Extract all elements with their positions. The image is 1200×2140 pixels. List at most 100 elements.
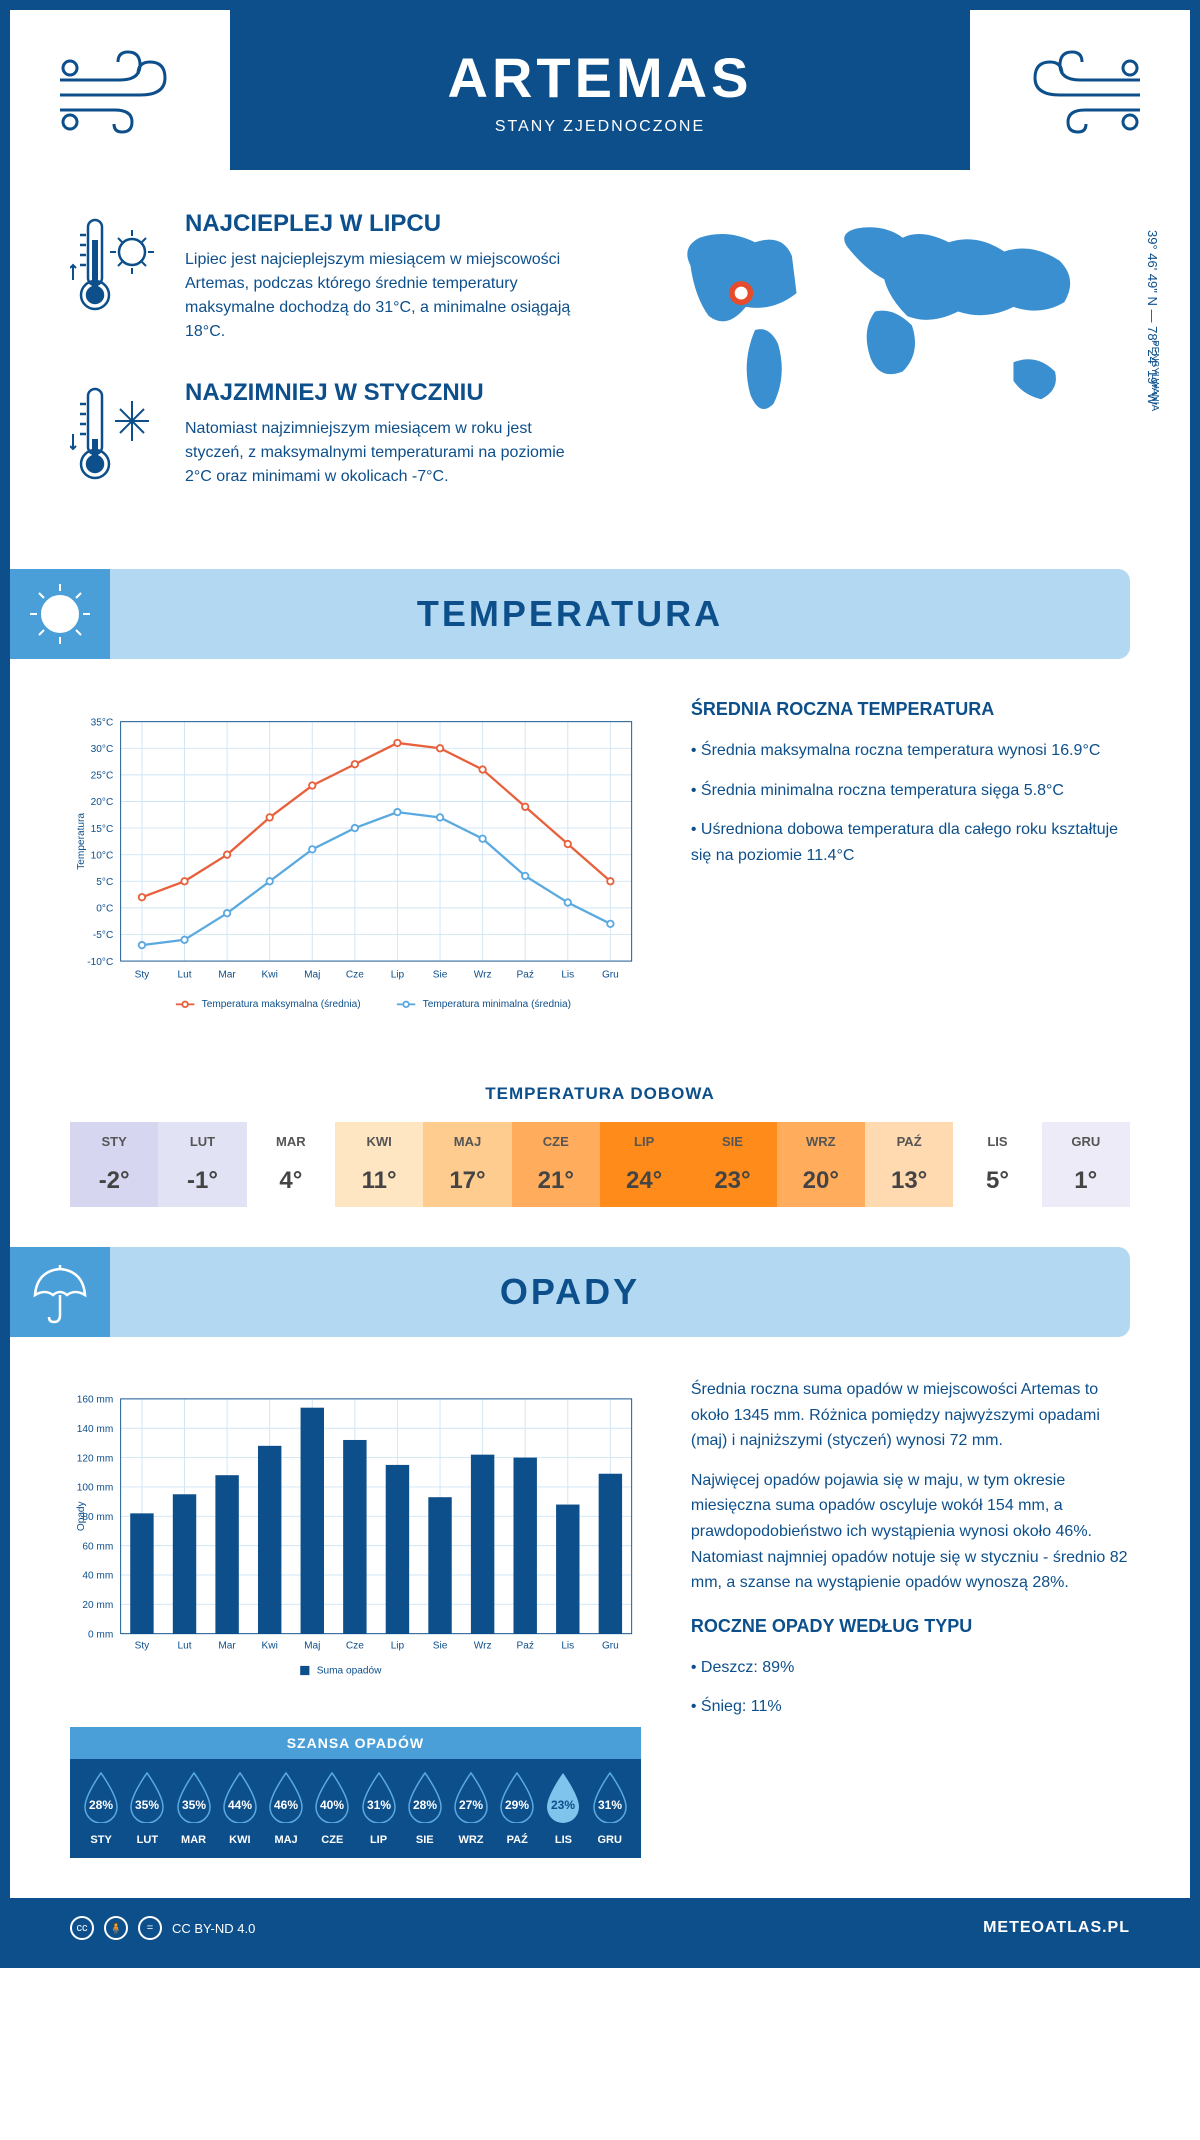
rain-content: 0 mm20 mm40 mm60 mm80 mm100 mm120 mm140 … <box>10 1337 1190 1898</box>
svg-text:120 mm: 120 mm <box>77 1453 114 1464</box>
intro-section: NAJCIEPLEJ W LIPCU Lipiec jest najcieple… <box>10 170 1190 569</box>
svg-text:Temperatura: Temperatura <box>76 813 87 870</box>
svg-text:Suma opadów: Suma opadów <box>317 1665 382 1676</box>
license-block: cc 🧍 = CC BY-ND 4.0 <box>70 1916 255 1940</box>
thermometer-cold-icon <box>70 379 160 494</box>
daily-temp-cell: WRZ20° <box>777 1122 865 1207</box>
hottest-block: NAJCIEPLEJ W LIPCU Lipiec jest najcieple… <box>70 210 580 344</box>
svg-text:Temperatura minimalna (średnia: Temperatura minimalna (średnia) <box>423 999 571 1010</box>
wind-icon <box>50 40 200 145</box>
svg-text:Lis: Lis <box>561 1640 574 1651</box>
rain-chance-cell: 27% WRZ <box>448 1771 494 1846</box>
daily-temp-cell: MAR4° <box>247 1122 335 1207</box>
header-banner: ARTEMAS STANY ZJEDNOCZONE <box>10 10 1190 170</box>
svg-text:35%: 35% <box>135 1798 159 1812</box>
svg-text:23%: 23% <box>551 1798 575 1812</box>
rain-chance-cell: 35% LUT <box>124 1771 170 1846</box>
svg-text:Lip: Lip <box>391 970 405 981</box>
rain-type-1: • Deszcz: 89% <box>691 1655 1130 1681</box>
rain-stats: Średnia roczna suma opadów w miejscowośc… <box>691 1377 1130 1858</box>
daily-temp-cell: KWI11° <box>335 1122 423 1207</box>
svg-text:Wrz: Wrz <box>474 970 492 981</box>
svg-text:Temperatura maksymalna (średni: Temperatura maksymalna (średnia) <box>202 999 361 1010</box>
rain-chance-cell: 28% STY <box>78 1771 124 1846</box>
temperature-section-title: TEMPERATURA <box>417 593 723 635</box>
map-column: 39° 46' 49" N — 78° 24' 19" W PENSYLWANI… <box>620 210 1130 529</box>
svg-text:25°C: 25°C <box>91 771 114 782</box>
svg-text:27%: 27% <box>459 1798 483 1812</box>
svg-text:0°C: 0°C <box>96 904 113 915</box>
svg-text:Maj: Maj <box>304 970 320 981</box>
rain-chance-cell: 40% CZE <box>309 1771 355 1846</box>
daily-temp-cell: CZE21° <box>512 1122 600 1207</box>
temp-stats-title: ŚREDNIA ROCZNA TEMPERATURA <box>691 699 1130 720</box>
page-subtitle: STANY ZJEDNOCZONE <box>448 118 753 136</box>
daily-temperature-table: TEMPERATURA DOBOWA STY-2°LUT-1°MAR4°KWI1… <box>10 1084 1190 1247</box>
rain-para-1: Średnia roczna suma opadów w miejscowośc… <box>691 1377 1130 1454</box>
svg-text:-10°C: -10°C <box>87 957 113 968</box>
svg-text:80 mm: 80 mm <box>82 1512 113 1523</box>
svg-text:Maj: Maj <box>304 1640 320 1651</box>
rain-chance-table: SZANSA OPADÓW 28% STY 35% LUT 35% MAR 44… <box>70 1727 641 1858</box>
svg-text:28%: 28% <box>413 1798 437 1812</box>
state-label: PENSYLWANIA <box>1149 340 1160 411</box>
rain-chance-cell: 31% GRU <box>587 1771 633 1846</box>
coldest-text: Natomiast najzimniejszym miesiącem w rok… <box>185 417 580 489</box>
rain-chance-cell: 31% LIP <box>355 1771 401 1846</box>
rain-section-header: OPADY <box>10 1247 1130 1337</box>
svg-text:35°C: 35°C <box>91 717 114 728</box>
temp-stat-3: • Uśredniona dobowa temperatura dla całe… <box>691 817 1130 868</box>
svg-text:Cze: Cze <box>346 1640 364 1651</box>
svg-text:Sie: Sie <box>433 1640 448 1651</box>
svg-text:46%: 46% <box>274 1798 298 1812</box>
temperature-chart: -10°C-5°C0°C5°C10°C15°C20°C25°C30°C35°CS… <box>70 699 641 1044</box>
rain-chance-cell: 23% LIS <box>540 1771 586 1846</box>
sun-icon <box>10 569 110 659</box>
rain-para-2: Najwięcej opadów pojawia się w maju, w t… <box>691 1468 1130 1596</box>
license-text: CC BY-ND 4.0 <box>172 1921 255 1936</box>
svg-text:15°C: 15°C <box>91 824 114 835</box>
svg-text:Lut: Lut <box>177 970 191 981</box>
header-content: ARTEMAS STANY ZJEDNOCZONE <box>448 45 753 136</box>
svg-text:Opady: Opady <box>76 1500 87 1531</box>
hottest-text: Lipiec jest najcieplejszym miesiącem w m… <box>185 248 580 344</box>
wind-icon <box>1000 40 1150 145</box>
svg-text:31%: 31% <box>598 1798 622 1812</box>
svg-text:28%: 28% <box>89 1798 113 1812</box>
daily-temp-cell: GRU1° <box>1042 1122 1130 1207</box>
rain-chance-cell: 28% SIE <box>402 1771 448 1846</box>
svg-text:10°C: 10°C <box>91 850 114 861</box>
world-map-icon <box>620 210 1130 450</box>
svg-text:Gru: Gru <box>602 970 619 981</box>
rain-chance-cell: 44% KWI <box>217 1771 263 1846</box>
daily-temp-cell: SIE23° <box>688 1122 776 1207</box>
intro-text-column: NAJCIEPLEJ W LIPCU Lipiec jest najcieple… <box>70 210 580 529</box>
umbrella-icon <box>10 1247 110 1337</box>
svg-text:29%: 29% <box>505 1798 529 1812</box>
svg-text:Paź: Paź <box>516 1640 533 1651</box>
temp-stat-2: • Średnia minimalna roczna temperatura s… <box>691 778 1130 804</box>
svg-text:60 mm: 60 mm <box>82 1541 113 1552</box>
cc-icon: cc <box>70 1916 94 1940</box>
coldest-title: NAJZIMNIEJ W STYCZNIU <box>185 379 580 407</box>
svg-text:Mar: Mar <box>218 970 236 981</box>
daily-temp-cell: LIS5° <box>953 1122 1041 1207</box>
svg-text:Sty: Sty <box>135 970 151 981</box>
temp-stat-1: • Średnia maksymalna roczna temperatura … <box>691 738 1130 764</box>
svg-text:20°C: 20°C <box>91 797 114 808</box>
rain-chart-column: 0 mm20 mm40 mm60 mm80 mm100 mm120 mm140 … <box>70 1377 641 1858</box>
thermometer-hot-icon <box>70 210 160 344</box>
svg-text:Mar: Mar <box>218 1640 236 1651</box>
rain-chart: 0 mm20 mm40 mm60 mm80 mm100 mm120 mm140 … <box>70 1377 641 1697</box>
svg-text:20 mm: 20 mm <box>82 1600 113 1611</box>
svg-text:5°C: 5°C <box>96 877 113 888</box>
temperature-content: -10°C-5°C0°C5°C10°C15°C20°C25°C30°C35°CS… <box>10 659 1190 1084</box>
svg-text:Kwi: Kwi <box>262 970 278 981</box>
svg-text:30°C: 30°C <box>91 744 114 755</box>
rain-type-title: ROCZNE OPADY WEDŁUG TYPU <box>691 1616 1130 1637</box>
svg-text:140 mm: 140 mm <box>77 1424 114 1435</box>
temperature-stats: ŚREDNIA ROCZNA TEMPERATURA • Średnia mak… <box>691 699 1130 1044</box>
svg-text:Lis: Lis <box>561 970 574 981</box>
page: ARTEMAS STANY ZJEDNOCZONE NAJCIEPLEJ W L… <box>0 0 1200 1968</box>
by-icon: 🧍 <box>104 1916 128 1940</box>
